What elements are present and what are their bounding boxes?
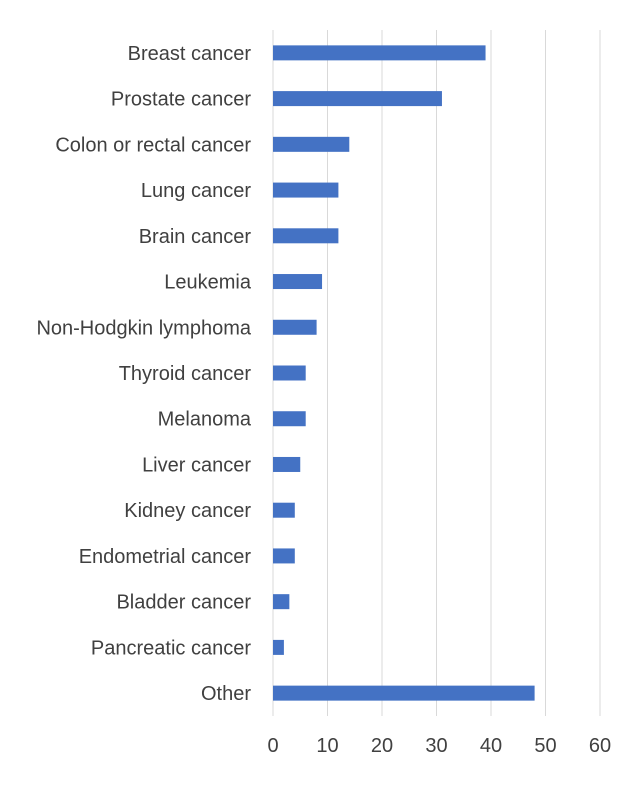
category-label: Colon or rectal cancer bbox=[55, 134, 251, 156]
bar-lung-cancer bbox=[273, 182, 339, 198]
category-label: Non-Hodgkin lymphoma bbox=[36, 317, 251, 339]
bar-non-hodgkin-lymphoma bbox=[273, 319, 317, 335]
bar-prostate-cancer bbox=[273, 91, 442, 107]
category-label: Endometrial cancer bbox=[79, 546, 252, 568]
category-label: Melanoma bbox=[158, 409, 252, 431]
x-tick-label: 60 bbox=[589, 735, 611, 757]
bar-pancreatic-cancer bbox=[273, 639, 284, 655]
bar-kidney-cancer bbox=[273, 502, 295, 518]
category-label: Kidney cancer bbox=[124, 500, 251, 522]
bar-other bbox=[273, 685, 535, 701]
x-tick-label: 10 bbox=[316, 735, 338, 757]
category-labels: Breast cancer Prostate cancer Colon or rec… bbox=[36, 43, 251, 705]
category-label: Bladder cancer bbox=[116, 592, 251, 614]
category-label: Liver cancer bbox=[142, 454, 251, 476]
x-tick-label: 50 bbox=[534, 735, 556, 757]
category-label: Lung cancer bbox=[141, 180, 251, 202]
category-label: Other bbox=[201, 683, 251, 705]
category-label: Pancreatic cancer bbox=[91, 637, 251, 659]
x-tick-label: 30 bbox=[425, 735, 447, 757]
bar-bladder-cancer bbox=[273, 594, 290, 610]
gridlines bbox=[272, 30, 601, 716]
bar-melanoma bbox=[273, 411, 306, 427]
bar-colon-or-rectal-cancer bbox=[273, 136, 350, 152]
bar-leukemia bbox=[273, 274, 323, 290]
bar-breast-cancer bbox=[273, 45, 486, 61]
bar-brain-cancer bbox=[273, 228, 339, 244]
x-tick-label: 20 bbox=[371, 735, 393, 757]
x-tick-label: 40 bbox=[480, 735, 502, 757]
bar-liver-cancer bbox=[273, 456, 301, 472]
category-label: Breast cancer bbox=[128, 43, 252, 65]
category-label: Thyroid cancer bbox=[119, 363, 252, 385]
category-label: Prostate cancer bbox=[111, 89, 251, 111]
category-label: Brain cancer bbox=[139, 226, 252, 248]
bars bbox=[273, 45, 535, 701]
bar-endometrial-cancer bbox=[273, 548, 295, 564]
x-tick-labels: 0 10 20 30 40 50 60 bbox=[267, 735, 611, 757]
bar-thyroid-cancer bbox=[273, 365, 306, 381]
x-tick-label: 0 bbox=[267, 735, 278, 757]
category-label: Leukemia bbox=[164, 272, 252, 294]
